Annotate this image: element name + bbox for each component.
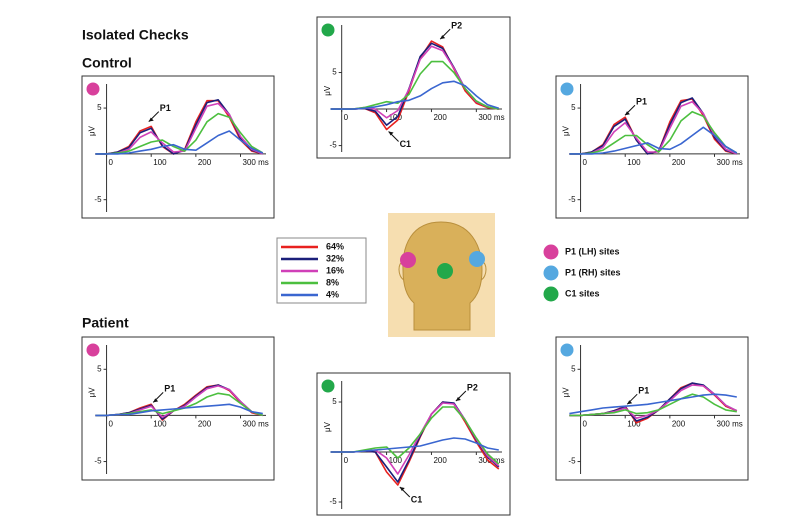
legend-label: 16% <box>326 265 344 275</box>
annotation: P2 <box>451 20 462 30</box>
annotation: P1 <box>636 97 647 107</box>
legend-label: 32% <box>326 253 344 263</box>
y-axis-label: μV <box>88 387 97 398</box>
legend-label: 64% <box>326 241 344 251</box>
site-marker <box>560 82 574 96</box>
erp-trace <box>569 393 737 417</box>
x-tick-label: 300 ms <box>717 158 743 167</box>
y-tick-label: -5 <box>568 457 576 466</box>
y-tick-label: -5 <box>94 195 102 204</box>
site-legend-label: P1 (LH) sites <box>565 246 620 256</box>
site-legend-dot <box>543 244 559 260</box>
x-tick-label: 100 <box>153 420 167 429</box>
erp-trace <box>95 403 263 417</box>
group-label: Control <box>82 55 132 71</box>
x-tick-label: 0 <box>109 420 114 429</box>
site-marker <box>321 23 335 37</box>
site-legend-label: P1 (RH) sites <box>565 267 621 277</box>
erp-trace <box>569 126 738 155</box>
y-axis-label: μV <box>323 85 332 96</box>
x-tick-label: 200 <box>433 456 447 465</box>
annotation: P1 <box>638 386 649 396</box>
erp-trace <box>95 112 264 155</box>
site-legend-dot <box>543 286 559 302</box>
annotation-arrowhead <box>440 35 446 40</box>
y-tick-label: -5 <box>330 141 338 150</box>
erp-trace <box>569 393 737 415</box>
annotation: C1 <box>400 139 412 149</box>
x-tick-label: 100 <box>627 420 641 429</box>
x-tick-label: 0 <box>583 158 588 167</box>
x-tick-label: 200 <box>672 420 686 429</box>
legend-label: 4% <box>326 289 339 299</box>
y-axis-label: μV <box>562 387 571 398</box>
x-tick-label: 100 <box>389 456 403 465</box>
head-site <box>469 251 485 267</box>
group-label: Patient <box>82 315 129 331</box>
erp-trace <box>95 130 264 155</box>
site-legend-dot <box>543 265 559 281</box>
annotation: P1 <box>164 384 175 394</box>
x-tick-label: 100 <box>153 158 167 167</box>
annotation-arrowhead <box>153 398 159 403</box>
y-tick-label: -5 <box>94 457 102 466</box>
y-tick-label: 5 <box>332 68 337 77</box>
y-tick-label: -5 <box>330 497 338 506</box>
x-tick-label: 300 ms <box>478 113 504 122</box>
annotation-arrowhead <box>388 131 394 136</box>
annotation: C1 <box>411 494 423 504</box>
plot-frame <box>555 336 749 481</box>
annotation-arrowhead <box>148 117 154 122</box>
head-site <box>400 252 416 268</box>
x-tick-label: 100 <box>627 158 641 167</box>
site-marker <box>560 343 574 357</box>
y-axis-label: μV <box>88 125 97 136</box>
y-tick-label: 5 <box>97 364 102 373</box>
annotation-arrowhead <box>399 487 405 491</box>
x-tick-label: 200 <box>198 158 212 167</box>
y-tick-label: 5 <box>571 364 576 373</box>
x-tick-label: 200 <box>433 113 447 122</box>
erp-trace <box>330 437 499 453</box>
site-legend-label: C1 sites <box>565 288 600 298</box>
head-site <box>437 263 453 279</box>
x-tick-label: 0 <box>583 420 588 429</box>
annotation: P1 <box>160 103 171 113</box>
y-axis-label: μV <box>562 125 571 136</box>
site-marker <box>321 379 335 393</box>
x-tick-label: 0 <box>344 113 349 122</box>
y-tick-label: 5 <box>332 397 337 406</box>
y-tick-label: 5 <box>571 103 576 112</box>
y-tick-label: 5 <box>97 103 102 112</box>
x-tick-label: 300 ms <box>243 158 269 167</box>
x-tick-label: 200 <box>198 420 212 429</box>
annotation-arrowhead <box>624 111 630 116</box>
site-marker <box>86 343 100 357</box>
x-tick-label: 300 ms <box>717 420 743 429</box>
y-tick-label: -5 <box>568 195 576 204</box>
annotation: P2 <box>467 382 478 392</box>
figure-title: Isolated Checks <box>82 27 189 43</box>
y-axis-label: μV <box>323 421 332 432</box>
legend-label: 8% <box>326 277 339 287</box>
annotation-arrowhead <box>627 400 633 405</box>
x-tick-label: 200 <box>672 158 686 167</box>
erp-trace <box>569 110 738 155</box>
erp-trace <box>330 80 500 110</box>
site-marker <box>86 82 100 96</box>
x-tick-label: 0 <box>344 456 349 465</box>
annotation-arrowhead <box>455 397 461 401</box>
x-tick-label: 300 ms <box>243 420 269 429</box>
x-tick-label: 0 <box>109 158 114 167</box>
